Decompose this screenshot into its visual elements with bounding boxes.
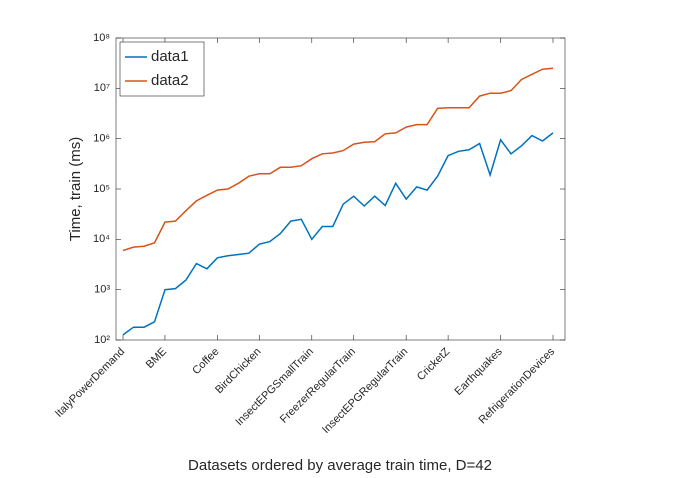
y-tick-label: 10⁶ <box>93 133 110 145</box>
x-tick-label: Earthquakes <box>453 345 506 398</box>
x-tick-label: CricketZ <box>415 345 453 383</box>
y-tick-label: 10⁷ <box>94 82 110 94</box>
y-tick-label: 10³ <box>94 284 110 296</box>
x-tick-label: BirdChicken <box>213 346 263 396</box>
y-tick-label: 10² <box>94 334 110 346</box>
y-axis-label: Time, train (ms) <box>67 137 84 241</box>
legend-label: data1 <box>151 48 189 65</box>
y-tick-label: 10⁴ <box>93 233 110 245</box>
y-tick-label: 10⁵ <box>93 183 110 195</box>
y-tick-label: 10⁸ <box>93 32 110 44</box>
data-line <box>122 67 554 252</box>
x-tick-label: InsectEPGRegularTrain <box>320 346 410 436</box>
legend-label: data2 <box>151 72 189 89</box>
x-tick-label: BME <box>144 346 169 371</box>
x-axis-label: Datasets ordered by average train time, … <box>188 457 492 474</box>
x-tick-label: Coffee <box>190 346 221 377</box>
legend-box <box>119 41 205 97</box>
x-tick-label: ItalyPowerDemand <box>53 346 127 420</box>
data-line <box>122 132 554 336</box>
